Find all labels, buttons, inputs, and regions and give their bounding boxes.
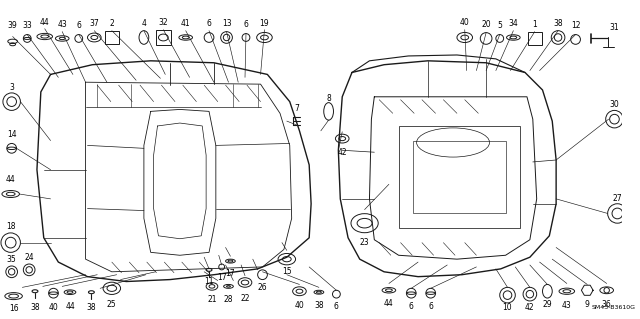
Text: 40: 40: [460, 19, 470, 27]
Text: 44: 44: [65, 302, 75, 311]
Text: 25: 25: [107, 300, 116, 309]
Text: 31: 31: [610, 23, 620, 32]
Text: 43: 43: [58, 20, 67, 29]
Text: 23: 23: [360, 238, 369, 247]
Text: 17: 17: [217, 273, 227, 282]
Text: 14: 14: [7, 130, 17, 139]
Text: 37: 37: [90, 19, 99, 28]
Text: 38: 38: [86, 303, 96, 312]
Bar: [156, 30, 171, 45]
Text: 42: 42: [525, 303, 534, 312]
Text: 11: 11: [204, 277, 214, 286]
Text: 4: 4: [141, 19, 147, 28]
Text: SM43-B3610G: SM43-B3610G: [591, 305, 635, 310]
Text: 44: 44: [6, 175, 15, 184]
Text: 12: 12: [571, 21, 580, 30]
Text: 17: 17: [226, 269, 236, 278]
Text: 33: 33: [22, 21, 32, 30]
Text: 28: 28: [224, 295, 233, 305]
Text: 40: 40: [49, 303, 58, 312]
Text: 38: 38: [314, 301, 324, 310]
Text: 9: 9: [585, 300, 589, 309]
Text: 2: 2: [109, 19, 114, 28]
Bar: [413, 141, 506, 213]
Text: 32: 32: [159, 19, 168, 27]
Text: 29: 29: [543, 300, 552, 309]
Text: 36: 36: [602, 300, 612, 309]
Text: 6: 6: [244, 20, 248, 29]
Bar: [528, 32, 541, 45]
Text: 6: 6: [334, 302, 339, 311]
Text: 13: 13: [221, 19, 231, 28]
Text: 43: 43: [562, 301, 572, 310]
Text: 19: 19: [260, 19, 269, 28]
Text: 44: 44: [384, 299, 394, 308]
Text: 24: 24: [24, 253, 34, 262]
Text: 16: 16: [9, 304, 19, 313]
Text: 42: 42: [337, 148, 347, 157]
Text: 22: 22: [240, 293, 250, 302]
Text: 34: 34: [508, 19, 518, 28]
Text: 10: 10: [502, 303, 513, 312]
Bar: [399, 126, 520, 228]
Text: 15: 15: [282, 267, 292, 276]
Text: 6: 6: [428, 302, 433, 311]
Text: 39: 39: [8, 21, 17, 30]
Text: 3: 3: [9, 83, 14, 92]
Bar: [105, 31, 118, 44]
Text: 44: 44: [40, 19, 49, 27]
Text: 6: 6: [76, 21, 81, 30]
Text: 8: 8: [326, 94, 331, 103]
Text: 21: 21: [207, 294, 217, 303]
Text: 38: 38: [553, 19, 563, 28]
Text: 5: 5: [497, 21, 502, 30]
Text: 40: 40: [294, 301, 305, 310]
Text: 6: 6: [409, 302, 413, 311]
Text: 41: 41: [181, 19, 191, 28]
Text: 7: 7: [294, 104, 299, 113]
Text: 1: 1: [532, 20, 537, 29]
Text: 18: 18: [6, 222, 15, 231]
Text: 30: 30: [609, 100, 620, 109]
Text: 35: 35: [7, 255, 17, 264]
Text: 20: 20: [481, 20, 491, 29]
Text: 26: 26: [258, 283, 268, 292]
Text: 38: 38: [30, 303, 40, 312]
Text: 27: 27: [612, 194, 622, 204]
Text: 6: 6: [207, 19, 211, 28]
